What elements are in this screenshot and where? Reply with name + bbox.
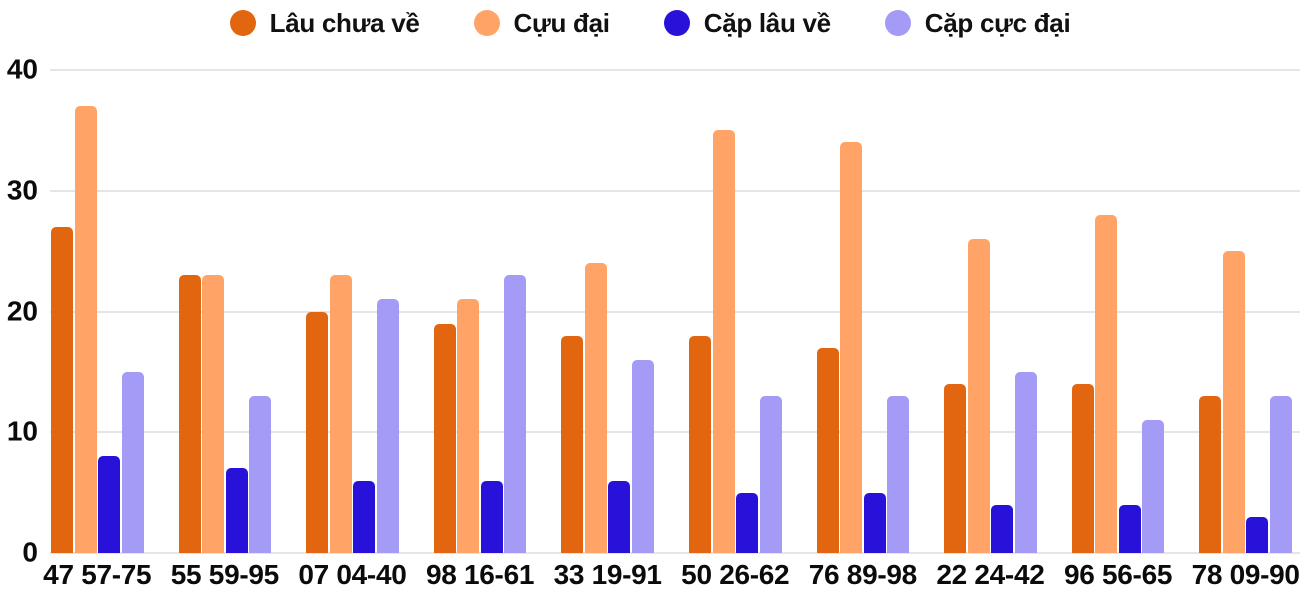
bar-cặp-cực-đại xyxy=(1014,371,1037,553)
x-axis-label: 98 16-61 xyxy=(425,559,535,590)
y-tick-label: 0 xyxy=(22,536,38,568)
x-axis-label: 76 89-98 xyxy=(808,559,917,590)
bar-cựu-đại xyxy=(457,299,480,553)
bar-cặp-lâu-về xyxy=(608,480,631,553)
gridline xyxy=(50,189,1300,192)
bar-cặp-lâu-về xyxy=(353,480,376,553)
bar-cặp-lâu-về xyxy=(736,492,758,553)
bar-cựu-đại xyxy=(967,239,990,553)
legend-item[interactable]: Cặp cực đại xyxy=(884,7,1071,39)
chart-legend: Lâu chưa về Cựu đại Cặp lâu về Cặp cực đại xyxy=(0,2,1300,44)
legend-label: Lâu chưa về xyxy=(269,7,420,38)
legend-item[interactable]: Cặp lâu về xyxy=(663,7,831,39)
x-axis-label: 55 59-95 xyxy=(170,559,279,590)
legend-label: Cựu đại xyxy=(513,7,610,38)
x-axis-label: 50 26-62 xyxy=(681,559,790,590)
plot-area: 47 57-75 55 59-95 07 04-40 98 16-61 33 19-91… xyxy=(43,69,1300,590)
bar-lâu-chưa-về xyxy=(51,226,73,553)
bar-cặp-cực-đại xyxy=(121,371,144,553)
gridline xyxy=(50,69,1300,71)
bar-lâu-chưa-về xyxy=(433,323,456,553)
bar-group: 50 26-62 xyxy=(681,70,790,590)
bar-lâu-chưa-về xyxy=(1071,383,1094,553)
bar-group: 76 89-98 xyxy=(809,70,917,590)
bar-cặp-lâu-về xyxy=(1118,504,1141,553)
bar-cặp-cực-đại xyxy=(249,396,272,553)
gridline xyxy=(50,431,1300,434)
legend-marker-circle-icon xyxy=(229,10,256,36)
bar-cặp-lâu-về xyxy=(991,504,1014,553)
bar-cựu-đại xyxy=(329,275,352,553)
legend-marker-circle-icon xyxy=(663,10,690,36)
bar-lâu-chưa-về xyxy=(689,335,711,553)
bar-cặp-lâu-về xyxy=(1246,516,1269,553)
bar-lâu-chưa-về xyxy=(816,347,839,553)
x-axis-label: 33 19-91 xyxy=(553,559,662,590)
bar-cặp-cực-đại xyxy=(376,299,399,553)
bar-cặp-lâu-về xyxy=(98,456,120,553)
bar-group: 98 16-61 xyxy=(426,70,534,590)
legend-item[interactable]: Cựu đại xyxy=(473,7,610,39)
bar-cựu-đại xyxy=(74,106,97,553)
y-tick-label: 10 xyxy=(6,415,38,447)
bar-group: 47 57-75 xyxy=(43,70,152,590)
legend-label: Cặp lâu về xyxy=(703,7,831,38)
x-axis-label: 78 09-90 xyxy=(1191,559,1300,590)
bar-cặp-lâu-về xyxy=(863,492,886,553)
y-tick-label: 20 xyxy=(6,294,38,326)
legend-marker-circle-icon xyxy=(473,10,500,36)
legend-marker-circle-icon xyxy=(884,10,911,36)
bar-cặp-cực-đại xyxy=(1142,420,1165,553)
bar-lâu-chưa-về xyxy=(944,383,967,553)
bar-cựu-đại xyxy=(712,130,735,553)
bar-group: 55 59-95 xyxy=(171,70,279,590)
gridline xyxy=(50,310,1300,313)
bar-cặp-cực-đại xyxy=(631,359,654,553)
bar-cựu-đại xyxy=(1222,251,1245,553)
legend-label: Cặp cực đại xyxy=(924,7,1071,38)
bar-cặp-lâu-về xyxy=(480,480,503,553)
x-axis-label: 22 24-42 xyxy=(936,559,1045,590)
bar-cặp-cực-đại xyxy=(1269,396,1292,553)
bar-lâu-chưa-về xyxy=(178,275,201,553)
bar-cựu-đại xyxy=(584,263,607,553)
y-tick-label: 30 xyxy=(6,174,38,206)
bar-group: 78 09-90 xyxy=(1192,70,1300,590)
bar-group: 22 24-42 xyxy=(936,70,1045,590)
bar-lâu-chưa-về xyxy=(1199,396,1222,553)
bar-lâu-chưa-về xyxy=(306,311,329,553)
bar-cựu-đại xyxy=(1095,214,1118,553)
bar-group: 07 04-40 xyxy=(298,70,407,590)
bar-cựu-đại xyxy=(202,275,225,553)
bar-group: 33 19-91 xyxy=(554,70,662,590)
bar-cặp-cực-đại xyxy=(887,396,910,553)
y-tick-label: 40 xyxy=(6,53,38,85)
bar-cặp-cực-đại xyxy=(759,396,782,553)
bar-cặp-cực-đại xyxy=(504,275,527,553)
legend-item[interactable]: Lâu chưa về xyxy=(229,7,420,39)
bar-group: 96 56-65 xyxy=(1064,70,1172,590)
bar-cặp-lâu-về xyxy=(225,468,248,553)
x-axis-label: 47 57-75 xyxy=(43,559,152,590)
x-axis-label: 07 04-40 xyxy=(298,559,407,590)
gridline xyxy=(50,552,1300,554)
x-axis-label: 96 56-65 xyxy=(1063,559,1173,590)
bar-lâu-chưa-về xyxy=(561,335,584,553)
bar-cựu-đại xyxy=(840,142,863,553)
